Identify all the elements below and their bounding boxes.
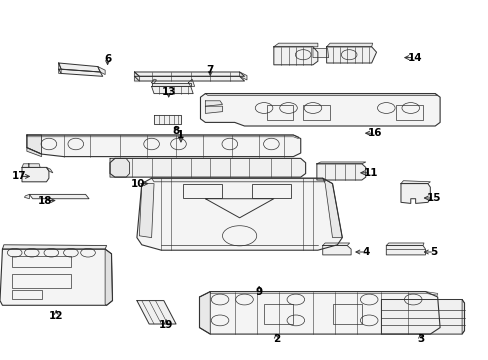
Text: 3: 3 bbox=[416, 334, 423, 344]
Polygon shape bbox=[199, 292, 210, 334]
Polygon shape bbox=[110, 158, 129, 177]
Polygon shape bbox=[188, 79, 194, 86]
Text: 1: 1 bbox=[177, 130, 184, 140]
Text: 8: 8 bbox=[172, 126, 179, 136]
Bar bbox=[395, 105, 422, 120]
Polygon shape bbox=[322, 246, 350, 255]
Polygon shape bbox=[59, 69, 102, 76]
Polygon shape bbox=[134, 76, 244, 81]
Polygon shape bbox=[322, 243, 349, 246]
Polygon shape bbox=[59, 63, 100, 72]
Polygon shape bbox=[110, 158, 305, 177]
Polygon shape bbox=[400, 184, 429, 203]
Polygon shape bbox=[139, 184, 154, 238]
Polygon shape bbox=[98, 67, 105, 75]
Text: 4: 4 bbox=[361, 247, 369, 257]
Polygon shape bbox=[134, 72, 139, 81]
Polygon shape bbox=[27, 135, 41, 154]
Text: 16: 16 bbox=[367, 128, 382, 138]
Polygon shape bbox=[400, 181, 429, 184]
Text: 15: 15 bbox=[426, 193, 441, 203]
Polygon shape bbox=[27, 135, 298, 139]
Polygon shape bbox=[24, 194, 29, 199]
Polygon shape bbox=[386, 243, 423, 246]
Polygon shape bbox=[205, 101, 222, 106]
Polygon shape bbox=[316, 162, 365, 164]
Polygon shape bbox=[29, 194, 89, 199]
Polygon shape bbox=[151, 79, 156, 84]
Polygon shape bbox=[199, 292, 439, 334]
Polygon shape bbox=[322, 178, 342, 238]
Polygon shape bbox=[205, 106, 222, 113]
Bar bbox=[264, 304, 293, 324]
Bar bbox=[12, 256, 71, 267]
Text: 2: 2 bbox=[272, 334, 279, 344]
Polygon shape bbox=[316, 164, 365, 180]
Polygon shape bbox=[22, 164, 29, 167]
Bar bbox=[183, 184, 222, 198]
Polygon shape bbox=[28, 164, 40, 167]
Polygon shape bbox=[205, 94, 437, 95]
Bar bbox=[12, 290, 41, 299]
Polygon shape bbox=[0, 249, 112, 305]
Polygon shape bbox=[27, 135, 300, 157]
Polygon shape bbox=[151, 83, 190, 86]
Text: 6: 6 bbox=[104, 54, 111, 64]
Polygon shape bbox=[151, 86, 193, 94]
Polygon shape bbox=[134, 72, 244, 76]
Text: 10: 10 bbox=[130, 179, 145, 189]
Polygon shape bbox=[105, 249, 112, 305]
Polygon shape bbox=[326, 47, 376, 63]
Polygon shape bbox=[46, 167, 53, 173]
Text: 19: 19 bbox=[159, 320, 173, 330]
Text: 17: 17 bbox=[12, 171, 27, 181]
Text: 7: 7 bbox=[206, 65, 214, 75]
Text: 9: 9 bbox=[255, 287, 262, 297]
Bar bbox=[266, 105, 293, 120]
Polygon shape bbox=[137, 301, 176, 324]
Bar bbox=[12, 274, 71, 288]
Polygon shape bbox=[386, 246, 425, 255]
Polygon shape bbox=[381, 300, 464, 334]
Polygon shape bbox=[461, 300, 464, 334]
Polygon shape bbox=[326, 43, 372, 47]
Polygon shape bbox=[2, 245, 106, 249]
Polygon shape bbox=[27, 148, 41, 157]
Polygon shape bbox=[210, 292, 437, 295]
Text: 13: 13 bbox=[161, 87, 176, 97]
Text: 12: 12 bbox=[49, 311, 63, 321]
Polygon shape bbox=[22, 167, 49, 182]
Text: 11: 11 bbox=[363, 168, 377, 178]
Bar bbox=[303, 105, 329, 120]
Polygon shape bbox=[273, 43, 317, 47]
Polygon shape bbox=[273, 47, 317, 65]
Polygon shape bbox=[151, 178, 325, 182]
Polygon shape bbox=[312, 49, 328, 58]
Text: 5: 5 bbox=[430, 247, 437, 257]
Polygon shape bbox=[200, 94, 439, 126]
Bar bbox=[251, 184, 290, 198]
Bar bbox=[332, 304, 361, 324]
Polygon shape bbox=[239, 72, 246, 80]
Text: 18: 18 bbox=[38, 195, 52, 206]
Polygon shape bbox=[137, 178, 342, 250]
Text: 14: 14 bbox=[407, 53, 421, 63]
Polygon shape bbox=[59, 63, 61, 73]
Polygon shape bbox=[154, 115, 181, 124]
